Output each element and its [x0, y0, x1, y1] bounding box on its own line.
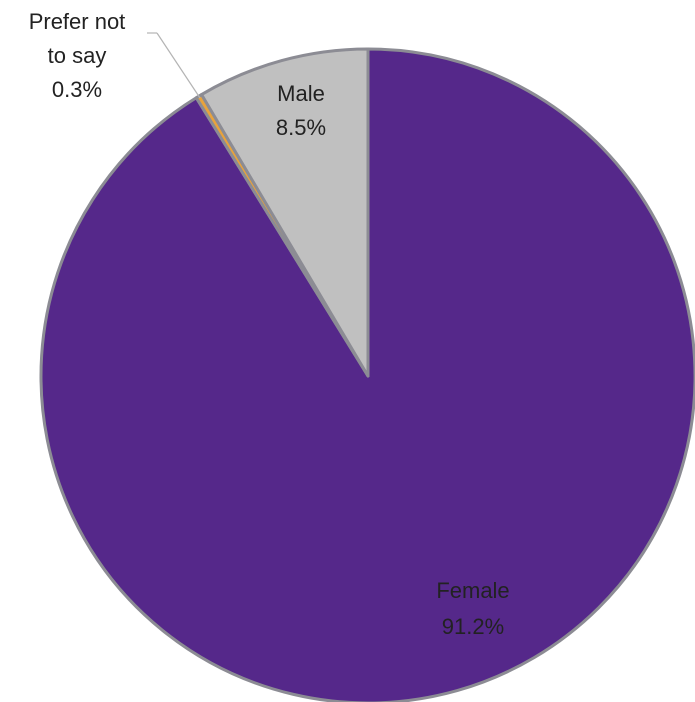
slice-label-male: Male: [277, 81, 325, 106]
pie-slice-male: [200, 47, 370, 378]
slice-label-prefer-not-to-say-line1: Prefer not: [29, 9, 126, 34]
slice-value-female: 91.2%: [442, 614, 504, 639]
pie-slice-female: [39, 47, 695, 702]
slice-label-female: Female: [436, 578, 509, 603]
slice-label-prefer-not-to-say-line2: to say: [48, 43, 107, 68]
slice-value-prefer-not-to-say: 0.3%: [52, 77, 102, 102]
pie-slices: [39, 47, 695, 702]
slice-value-male: 8.5%: [276, 115, 326, 140]
prefer-not-to-say-leader-elbow: [156, 32, 201, 99]
